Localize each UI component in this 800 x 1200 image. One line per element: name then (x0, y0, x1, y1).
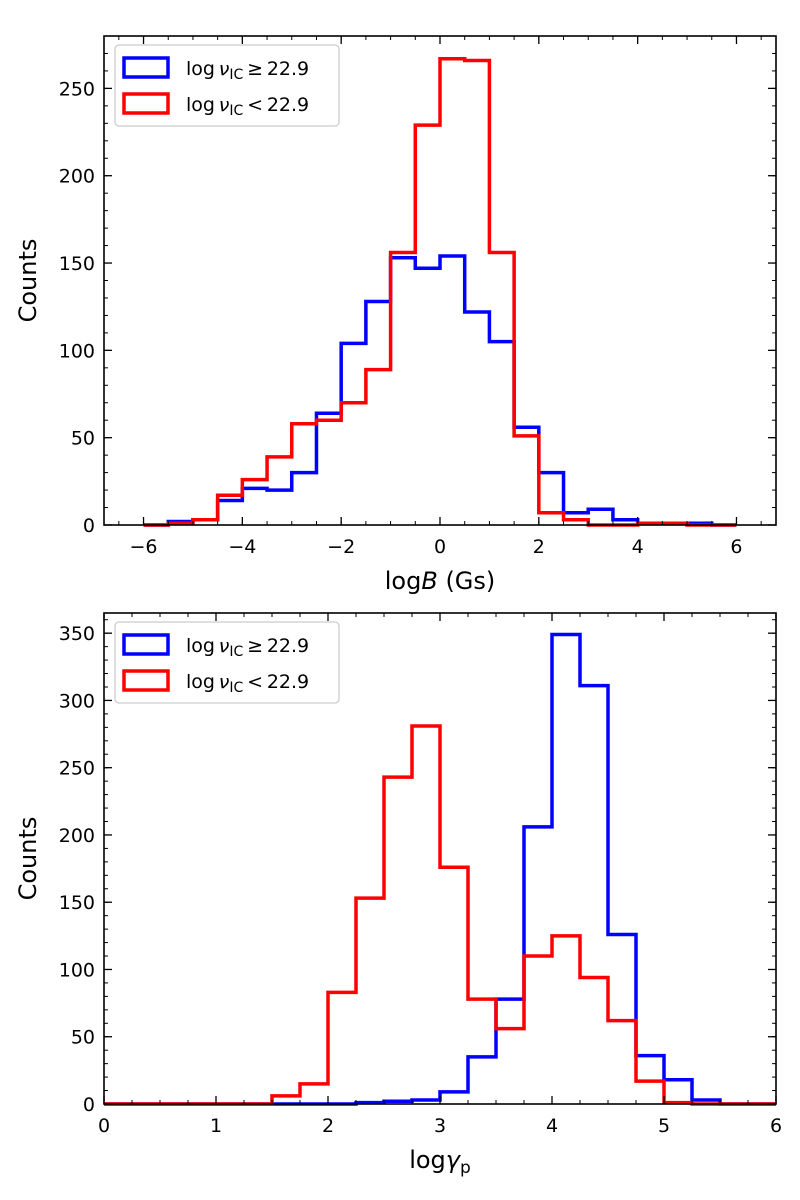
x-axis-title: logB (Gs) (385, 567, 496, 595)
legend-prefix: log (186, 671, 215, 693)
y-tick-label: 150 (59, 253, 95, 275)
legend-value: 22.9 (267, 635, 309, 657)
y-tick-label: 100 (59, 959, 95, 981)
x-tick-label: 1 (210, 1115, 222, 1137)
x-tick-label: 0 (434, 536, 446, 558)
legend-value: 22.9 (267, 671, 309, 693)
legend-nu: ν (219, 635, 230, 657)
x-tick-label: −4 (228, 536, 256, 558)
x-tick-label: 6 (730, 536, 742, 558)
legend-swatch-high (122, 56, 170, 79)
y-tick-label: 350 (59, 623, 95, 645)
legend-label: log νIC ≥ 22.9 (186, 635, 309, 660)
y-tick-label: 200 (59, 825, 95, 847)
legend-relation: < (247, 94, 263, 116)
y-tick-label: 200 (59, 166, 95, 188)
legend-relation: ≥ (247, 58, 263, 80)
x-tick-label: 0 (98, 1115, 110, 1137)
x-axis-title-space (438, 567, 446, 595)
x-tick-label: −6 (130, 536, 158, 558)
y-tick-label: 250 (59, 758, 95, 780)
legend-relation: ≥ (247, 635, 263, 657)
legend-relation: < (247, 671, 263, 693)
x-axis-title-unit: (Gs) (445, 567, 495, 595)
histogram-series-low (104, 724, 776, 1106)
legend-label: log νIC < 22.9 (186, 94, 309, 119)
y-tick-label: 50 (71, 428, 95, 450)
legend-subscript: IC (229, 67, 243, 83)
legend-label: log νIC < 22.9 (186, 671, 309, 696)
x-axis-title-log: log (385, 567, 422, 595)
x-tick-label: 4 (632, 536, 644, 558)
x-tick-label: 3 (434, 1115, 446, 1137)
legend-prefix: log (186, 635, 215, 657)
y-tick-label: 100 (59, 340, 95, 362)
x-axis-title-variable: γ (446, 1146, 462, 1174)
axes-frame (103, 612, 777, 1105)
legend-subscript: IC (229, 680, 243, 696)
legend-label: log νIC ≥ 22.9 (186, 58, 309, 83)
x-axis-title-subscript: p (460, 1158, 471, 1178)
y-tick-label: 250 (59, 78, 95, 100)
x-tick-label: 2 (533, 536, 545, 558)
legend-nu: ν (219, 58, 230, 80)
axes-frame (103, 35, 777, 526)
x-axis-title-log: log (409, 1146, 446, 1174)
legend-subscript: IC (229, 644, 243, 660)
x-tick-label: 4 (546, 1115, 558, 1137)
legend-value: 22.9 (267, 94, 309, 116)
y-tick-label: 50 (71, 1027, 95, 1049)
y-tick-label: 0 (83, 515, 95, 537)
legend-prefix: log (186, 58, 215, 80)
legend-nu: ν (219, 671, 230, 693)
legend-box (114, 621, 340, 704)
x-axis-title-variable: B (421, 567, 437, 595)
legend-swatch-low (122, 92, 170, 115)
y-tick-label: 150 (59, 892, 95, 914)
legend-swatch-high (122, 633, 170, 656)
x-tick-label: 2 (322, 1115, 334, 1137)
legend-box (114, 44, 340, 127)
y-tick-label: 300 (59, 690, 95, 712)
x-tick-label: 5 (658, 1115, 670, 1137)
y-axis-title: Counts (14, 239, 42, 323)
legend-prefix: log (186, 94, 215, 116)
y-axis-title: Counts (14, 817, 42, 901)
x-tick-label: 6 (770, 1115, 782, 1137)
legend-subscript: IC (229, 103, 243, 119)
chart-panel-2: 0 1 2 3 4 5 6050100150200250300350Countslogγpl… (14, 612, 782, 1178)
legend-value: 22.9 (267, 58, 309, 80)
x-tick-label: −2 (327, 536, 355, 558)
legend-nu: ν (219, 94, 230, 116)
legend-swatch-low (122, 669, 170, 692)
x-axis-title: logγp (409, 1146, 471, 1178)
y-tick-label: 0 (83, 1094, 95, 1116)
